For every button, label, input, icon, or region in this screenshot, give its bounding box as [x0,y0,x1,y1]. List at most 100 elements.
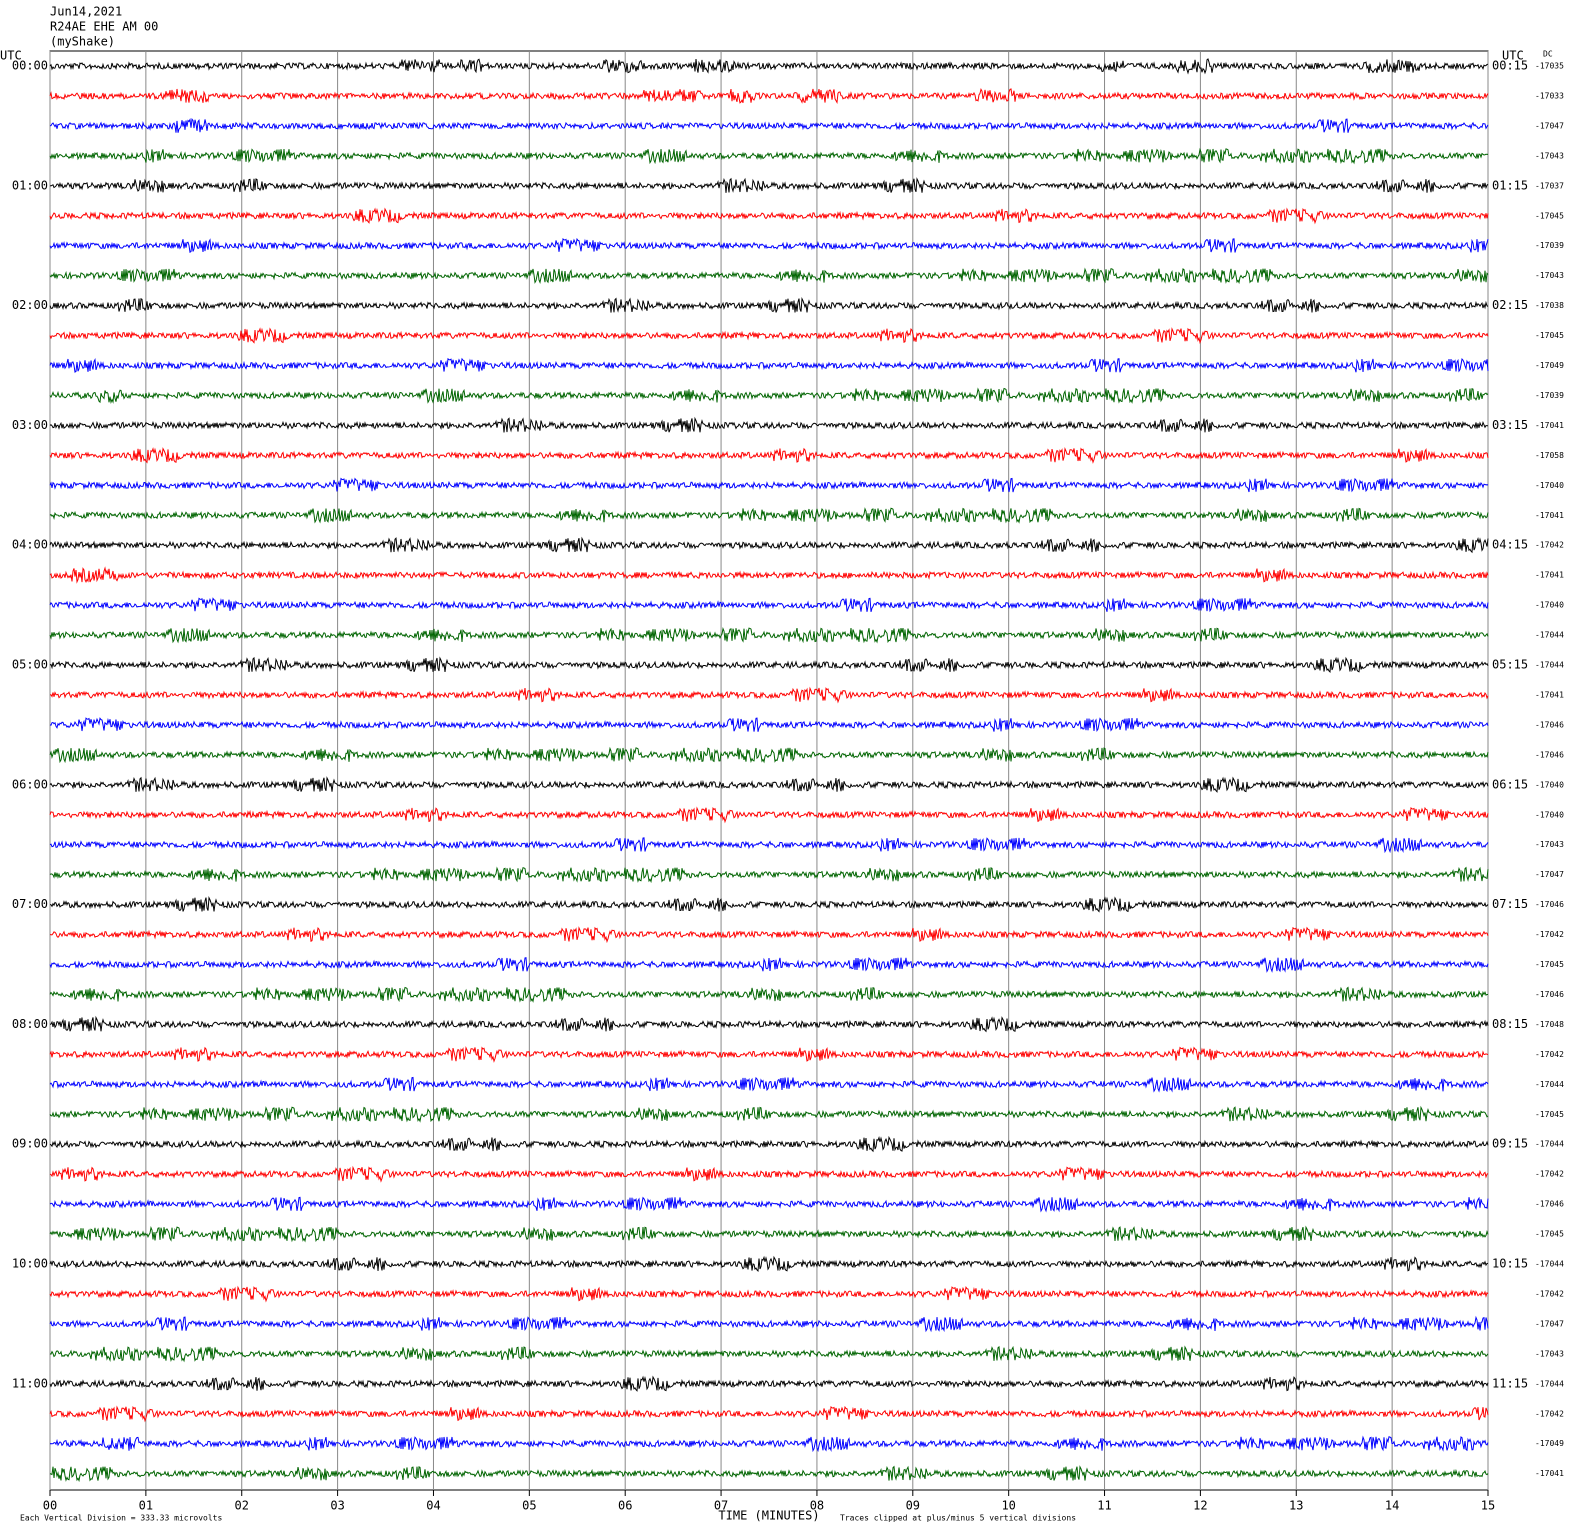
right-time-label: 04:15 [1492,538,1528,552]
dc-value: -17040 [1535,601,1564,610]
dc-value: -17047 [1535,121,1564,130]
x-tick-label: 09 [906,1499,920,1513]
trace [49,237,1489,254]
trace [49,387,1489,405]
trace [49,866,1489,884]
right-time-label: 08:15 [1492,1017,1528,1031]
dc-value: -17049 [1535,1439,1564,1448]
dc-value: -17035 [1535,62,1564,71]
trace [49,776,1489,793]
right-time-label: 11:15 [1492,1376,1528,1390]
right-header: UTC [1502,49,1524,63]
trace [49,117,1489,133]
left-time-label: 04:00 [12,538,48,552]
trace [49,357,1489,373]
dc-value: -17040 [1535,481,1564,490]
trace [49,1375,1489,1392]
trace [49,1076,1489,1093]
right-time-label: 03:15 [1492,418,1528,432]
trace [49,507,1489,524]
dc-value: -17046 [1535,990,1564,999]
left-time-label: 06:00 [12,777,48,791]
dc-value: -17044 [1535,1379,1564,1388]
dc-value: -17040 [1535,810,1564,819]
trace [49,986,1488,1003]
right-time-label: 09:15 [1492,1137,1528,1151]
trace [49,267,1489,285]
title-line: Jun14,2021 [50,5,122,19]
dc-value: -17042 [1535,930,1564,939]
right-time-label: 02:15 [1492,298,1528,312]
dc-value: -17046 [1535,900,1564,909]
trace [49,656,1489,674]
right-time-label: 01:15 [1492,178,1528,192]
left-time-label: 00:00 [12,59,48,73]
trace [49,686,1489,704]
x-tick-label: 01 [139,1499,153,1513]
dc-value: -17042 [1535,1170,1564,1179]
right-time-label: 07:15 [1492,897,1528,911]
trace [49,806,1489,824]
trace [49,1315,1489,1333]
trace [49,327,1489,345]
trace [49,1345,1489,1363]
trace [49,87,1489,105]
dc-value: -17046 [1535,1200,1564,1209]
x-tick-label: 08 [810,1499,824,1513]
dc-value: -17049 [1535,361,1564,370]
trace [49,1165,1489,1183]
title-line: (myShake) [50,35,115,49]
dc-value: -17037 [1535,181,1564,190]
dc-value: -17046 [1535,750,1564,759]
trace [49,1405,1489,1423]
clip-note: Traces clipped at plus/minus 5 vertical … [840,1514,1076,1523]
trace [49,566,1489,584]
dc-value: -17045 [1535,1230,1564,1239]
x-axis-label: TIME (MINUTES) [718,1509,819,1523]
trace [49,1465,1489,1483]
trace [49,296,1489,313]
scale-note: Each Vertical Division = 333.33 microvol… [20,1514,222,1523]
x-tick-label: 13 [1289,1499,1303,1513]
dc-value: -17043 [1535,840,1564,849]
trace [49,416,1489,433]
dc-value: -17044 [1535,1080,1564,1089]
left-header: UTC [0,49,22,63]
dc-value: -17041 [1535,511,1564,520]
trace [49,957,1489,973]
dc-value: -17045 [1535,1110,1564,1119]
trace [49,1435,1489,1453]
left-time-label: 10:00 [12,1257,48,1271]
dc-value: -17047 [1535,870,1564,879]
trace [49,177,1489,193]
dc-value: -17042 [1535,1289,1564,1298]
x-tick-label: 03 [330,1499,344,1513]
trace [49,1285,1489,1303]
trace [49,746,1489,764]
dc-value: -17041 [1535,421,1564,430]
trace [49,477,1489,493]
trace [49,717,1489,732]
dc-value: -17042 [1535,541,1564,550]
dc-value: -17048 [1535,1020,1564,1029]
dc-value: -17044 [1535,1140,1564,1149]
dc-value: -17045 [1535,331,1564,340]
x-tick-label: 15 [1481,1499,1495,1513]
trace [49,207,1489,225]
title-line: R24AE EHE AM 00 [50,20,158,34]
left-time-label: 02:00 [12,298,48,312]
trace [49,926,1489,944]
trace [49,1015,1489,1033]
dc-value: -17044 [1535,1260,1564,1269]
trace [49,895,1489,913]
dc-value: -17043 [1535,271,1564,280]
dc-value: -17047 [1535,1319,1564,1328]
trace [49,1135,1489,1153]
right-time-label: 10:15 [1492,1257,1528,1271]
dc-value: -17040 [1535,780,1564,789]
x-tick-label: 04 [426,1499,440,1513]
right-time-label: 05:15 [1492,658,1528,672]
dc-value: -17039 [1535,391,1564,400]
trace [49,1255,1489,1273]
